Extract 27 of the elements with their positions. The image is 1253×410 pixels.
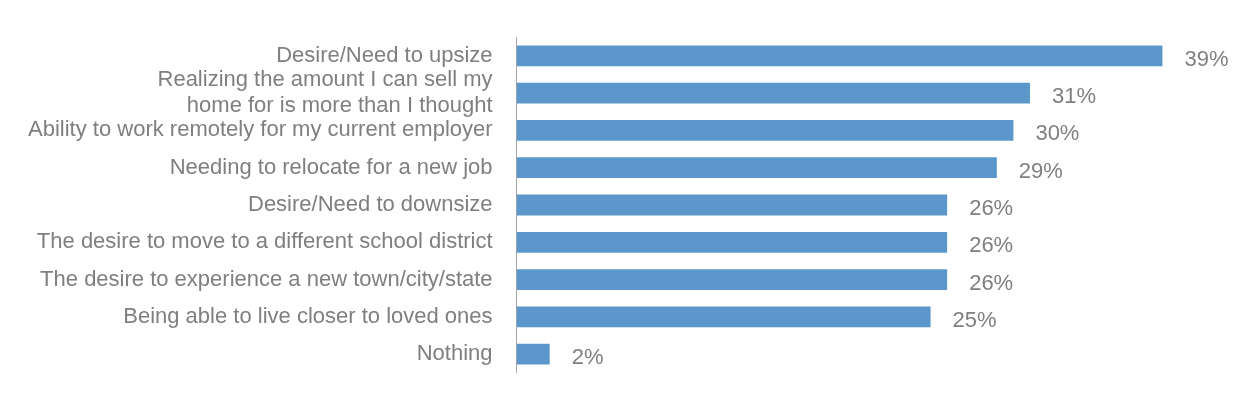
y-tick-label: Nothing <box>416 340 493 366</box>
bar <box>516 157 997 179</box>
data-label: 25% <box>952 306 997 332</box>
data-label: 31% <box>1051 83 1096 109</box>
y-tick-label: The desire to move to a different school district <box>36 228 493 254</box>
bar <box>516 269 948 290</box>
data-label: 26% <box>969 195 1014 221</box>
bar <box>516 45 1163 67</box>
y-tick-label: Realizing the amount I can sell my home for is more than I thought <box>157 66 493 118</box>
bar <box>516 120 1014 141</box>
y-tick-label: Desire/Need to upsize <box>276 41 493 67</box>
data-label: 30% <box>1035 120 1080 146</box>
data-label: 39% <box>1184 45 1229 71</box>
data-label: 2% <box>571 344 604 370</box>
y-tick-label: Being able to live closer to loved ones <box>123 302 493 328</box>
y-tick-label: Needing to relocate for a new job <box>169 153 493 179</box>
bar <box>516 306 931 328</box>
y-tick-label: Ability to work remotely for my current employer <box>28 116 493 142</box>
data-label: 26% <box>969 269 1014 295</box>
y-tick-label: The desire to experience a new town/city/state <box>40 265 493 291</box>
data-label: 29% <box>1018 157 1063 183</box>
y-tick-label: Desire/Need to downsize <box>248 191 493 217</box>
bar <box>516 82 1030 104</box>
bar <box>516 194 948 216</box>
bar <box>516 231 948 253</box>
bar <box>516 343 550 365</box>
data-label: 26% <box>969 232 1014 258</box>
